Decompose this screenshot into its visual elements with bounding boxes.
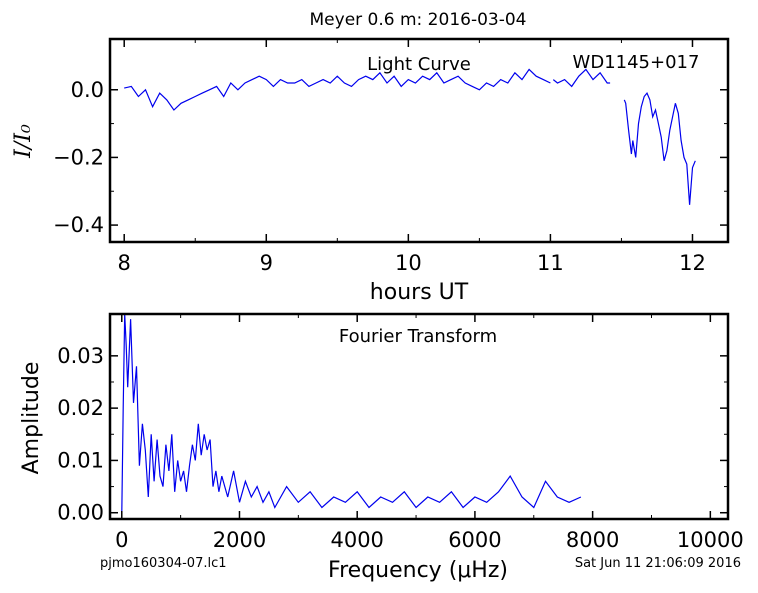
fourier-annotation: Fourier Transform [339, 326, 497, 347]
light-curve-series-line-2 [623, 91, 696, 205]
fourier-panel: 0 2000 4000 6000 8000 10000 0.00 0.01 0.02 0.03 F… [19, 312, 744, 583]
light-curve-series-line-1 [552, 68, 611, 88]
fourier-y-tick-label: 0.03 [57, 344, 104, 368]
target-name-annotation: WD1145+017 [573, 52, 700, 73]
light-curve-x-tick-label: 12 [679, 251, 706, 275]
light-curve-frame [108, 37, 730, 244]
light-curve-y-tick-label: −0.2 [53, 145, 104, 169]
fourier-x-tick-label: 2000 [213, 528, 266, 552]
fourier-ticks: 0 2000 4000 6000 8000 10000 0.00 0.01 0.02 0.03 [57, 314, 744, 552]
light-curve-annotation: Light Curve [367, 54, 471, 75]
light-curve-x-axis-label: hours UT [370, 280, 469, 305]
fourier-y-tick-label: 0.01 [57, 448, 104, 472]
fourier-frame [108, 312, 730, 521]
fourier-y-axis-label: Amplitude [19, 362, 44, 475]
figure-title: Meyer 0.6 m: 2016-03-04 [310, 10, 527, 30]
fourier-y-tick-label: 0.02 [57, 396, 104, 420]
fourier-x-tick-label: 6000 [448, 528, 501, 552]
fourier-series-line-0 [121, 314, 582, 513]
light-curve-x-tick-label: 9 [260, 251, 273, 275]
footer-timestamp: Sat Jun 11 21:06:09 2016 [575, 556, 741, 571]
light-curve-x-tick-label: 8 [118, 251, 131, 275]
fourier-x-axis-label: Frequency (μHz) [328, 558, 508, 583]
light-curve-ticks: 8 9 10 11 12 0.0 −0.2 −0.4 [53, 39, 728, 275]
light-curve-series-line-0 [124, 68, 551, 111]
footer-filename: pjmo160304-07.lc1 [100, 556, 227, 571]
fourier-series-group [121, 314, 582, 513]
fourier-x-tick-label: 8000 [566, 528, 619, 552]
light-curve-series-group [124, 68, 696, 205]
light-curve-y-axis-label: I/I₀ [11, 124, 36, 159]
light-curve-x-tick-label: 10 [395, 251, 422, 275]
light-curve-panel: 8 9 10 11 12 0.0 −0.2 −0.4 Light Curve WD1145+0… [11, 37, 730, 305]
fourier-x-tick-label: 10000 [677, 528, 744, 552]
fourier-y-tick-label: 0.00 [57, 501, 104, 525]
light-curve-y-tick-label: 0.0 [71, 78, 104, 102]
light-curve-x-tick-label: 11 [537, 251, 564, 275]
fourier-x-tick-label: 4000 [330, 528, 383, 552]
fourier-x-tick-label: 0 [115, 528, 128, 552]
light-curve-y-tick-label: −0.4 [53, 213, 104, 237]
